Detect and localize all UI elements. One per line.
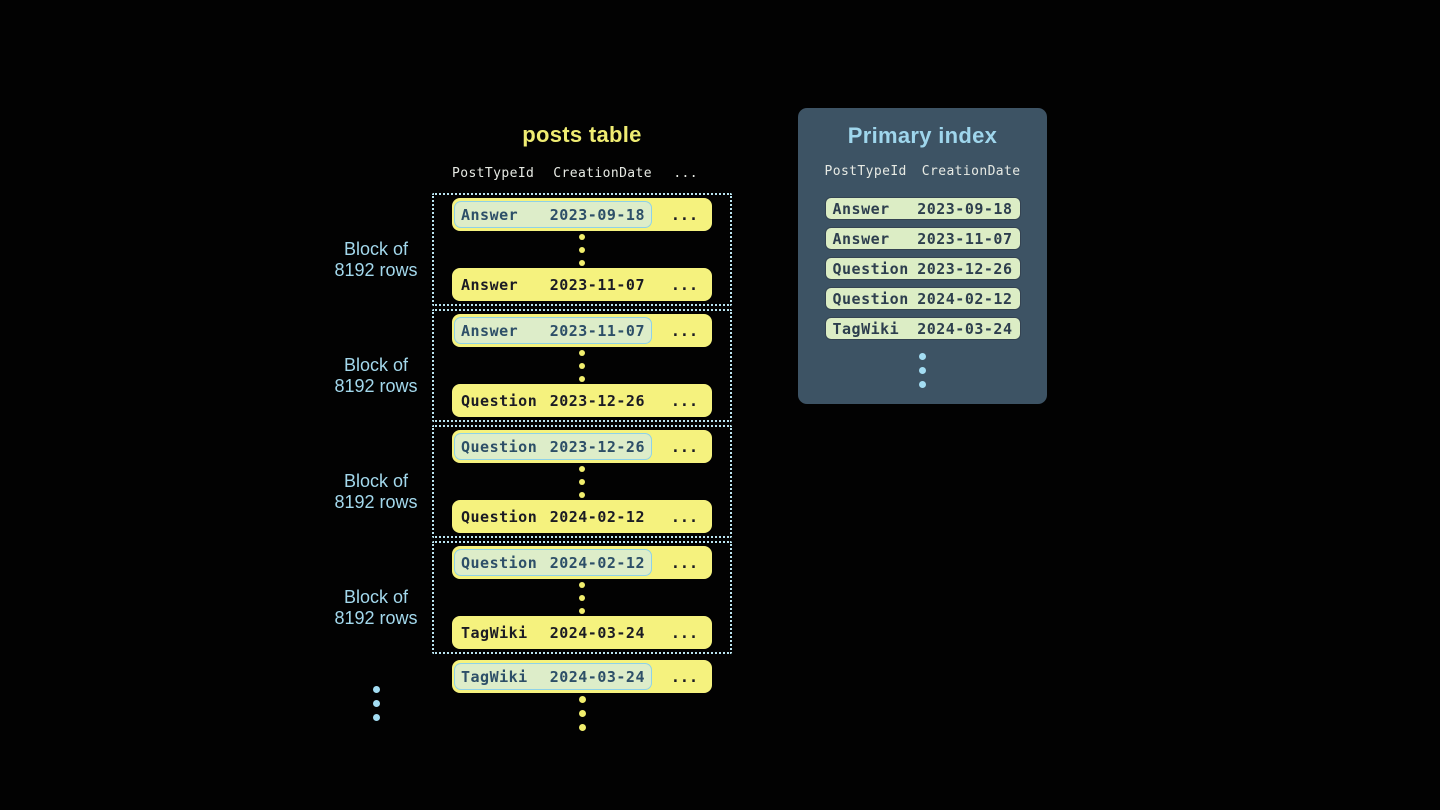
- column-posttypeid: PostTypeId: [452, 166, 535, 181]
- indexed-row-highlight: Question 2024-02-12: [454, 549, 652, 576]
- entry-posttype: Answer: [832, 229, 890, 248]
- entry-creationdate: 2023-12-26: [917, 259, 1013, 278]
- row-creationdate: 2023-12-26: [549, 391, 645, 410]
- row-cells: Question 2023-12-26: [454, 387, 652, 414]
- index-entry: TagWiki 2024-03-24: [824, 317, 1021, 340]
- column-posttypeid: PostTypeId: [824, 164, 907, 179]
- table-row: Question 2023-12-26 ...: [452, 430, 712, 463]
- row-more-ellipsis: ...: [670, 437, 698, 456]
- indexed-row-highlight: Question 2023-12-26: [454, 433, 652, 460]
- row-posttype: Question: [461, 437, 538, 456]
- index-entry: Question 2023-12-26: [824, 257, 1021, 280]
- row-creationdate: 2024-02-12: [549, 553, 645, 572]
- hidden-rows-dots-icon: [579, 233, 585, 266]
- row-creationdate: 2024-03-24: [549, 623, 645, 642]
- row-creationdate: 2023-11-07: [549, 275, 645, 294]
- row-creationdate: 2023-12-26: [549, 437, 645, 456]
- row-cells: Answer 2023-11-07: [454, 271, 652, 298]
- row-more-ellipsis: ...: [670, 275, 698, 294]
- row-posttype: TagWiki: [461, 667, 528, 686]
- table-block-2: Answer 2023-11-07 ... Question 2023-12-2…: [432, 309, 732, 422]
- posts-table-blocks: Answer 2023-09-18 ... Answer 2023-11-07 …: [432, 193, 732, 654]
- row-more-ellipsis: ...: [670, 623, 698, 642]
- entry-creationdate: 2023-09-18: [917, 199, 1013, 218]
- more-rows-dots-icon: [452, 696, 712, 731]
- row-creationdate: 2024-02-12: [549, 507, 645, 526]
- posts-table-column-header: PostTypeId CreationDate ...: [452, 166, 712, 181]
- primary-index-panel: Primary index PostTypeId CreationDate An…: [798, 108, 1047, 404]
- more-blocks-dots-icon: [306, 686, 446, 721]
- indexed-row-highlight: Answer 2023-09-18: [454, 201, 652, 228]
- index-entry: Answer 2023-09-18: [824, 197, 1021, 220]
- row-posttype: Question: [461, 507, 538, 526]
- row-more-ellipsis: ...: [670, 321, 698, 340]
- entry-posttype: Question: [832, 289, 909, 308]
- table-row: Question 2023-12-26 ...: [452, 384, 712, 417]
- block-label-1: Block of 8192 rows: [334, 239, 418, 280]
- primary-index-column-header: PostTypeId CreationDate: [825, 164, 1021, 179]
- table-row: Answer 2023-11-07 ...: [452, 268, 712, 301]
- row-posttype: Question: [461, 391, 538, 410]
- hidden-rows-dots-icon: [579, 465, 585, 498]
- row-more-ellipsis: ...: [670, 391, 698, 410]
- row-more-ellipsis: ...: [670, 553, 698, 572]
- table-block-1: Answer 2023-09-18 ... Answer 2023-11-07 …: [432, 193, 732, 306]
- row-more-ellipsis: ...: [670, 205, 698, 224]
- block-label-2: Block of 8192 rows: [334, 355, 418, 396]
- hidden-rows-dots-icon: [579, 349, 585, 382]
- entry-creationdate: 2023-11-07: [917, 229, 1013, 248]
- primary-index-title: Primary index: [847, 123, 998, 148]
- hidden-rows-dots-icon: [579, 581, 585, 614]
- indexed-row-highlight: TagWiki 2024-03-24: [454, 663, 652, 690]
- column-header-group: PostTypeId CreationDate: [452, 166, 652, 181]
- row-posttype: Question: [461, 553, 538, 572]
- block-label-4: Block of 8192 rows: [334, 587, 418, 628]
- row-more-ellipsis: ...: [670, 507, 698, 526]
- indexed-row-highlight: Answer 2023-11-07: [454, 317, 652, 344]
- row-posttype: Answer: [461, 205, 519, 224]
- index-entry: Answer 2023-11-07: [824, 227, 1021, 250]
- row-posttype: Answer: [461, 321, 519, 340]
- entry-posttype: TagWiki: [832, 319, 900, 338]
- table-block-3: Question 2023-12-26 ... Question 2024-02…: [432, 425, 732, 538]
- row-cells: Question 2024-02-12: [454, 503, 652, 530]
- row-posttype: TagWiki: [461, 623, 528, 642]
- column-creationdate: CreationDate: [553, 166, 652, 181]
- row-posttype: Answer: [461, 275, 519, 294]
- row-creationdate: 2023-09-18: [549, 205, 645, 224]
- table-row: Question 2024-02-12 ...: [452, 546, 712, 579]
- block-label-3: Block of 8192 rows: [334, 471, 418, 512]
- table-row: TagWiki 2024-03-24 ...: [452, 616, 712, 649]
- more-entries-dots-icon: [919, 353, 926, 388]
- entry-creationdate: 2024-02-12: [917, 289, 1013, 308]
- row-cells: TagWiki 2024-03-24: [454, 619, 652, 646]
- table-row: Question 2024-02-12 ...: [452, 500, 712, 533]
- table-row: Answer 2023-09-18 ...: [452, 198, 712, 231]
- row-creationdate: 2023-11-07: [549, 321, 645, 340]
- index-entry: Question 2024-02-12: [824, 287, 1021, 310]
- entry-posttype: Answer: [832, 199, 890, 218]
- primary-index-entries: Answer 2023-09-18 Answer 2023-11-07 Ques…: [824, 197, 1021, 340]
- posts-table-title: posts table: [522, 122, 642, 147]
- row-more-ellipsis: ...: [670, 667, 698, 686]
- column-creationdate: CreationDate: [921, 164, 1021, 179]
- table-row: Answer 2023-11-07 ...: [452, 314, 712, 347]
- entry-creationdate: 2024-03-24: [917, 319, 1013, 338]
- table-block-4: Question 2024-02-12 ... TagWiki 2024-03-…: [432, 541, 732, 654]
- table-row-next-block: TagWiki 2024-03-24 ...: [452, 660, 712, 693]
- entry-posttype: Question: [832, 259, 909, 278]
- column-more-ellipsis: ...: [673, 166, 698, 181]
- row-creationdate: 2024-03-24: [549, 667, 645, 686]
